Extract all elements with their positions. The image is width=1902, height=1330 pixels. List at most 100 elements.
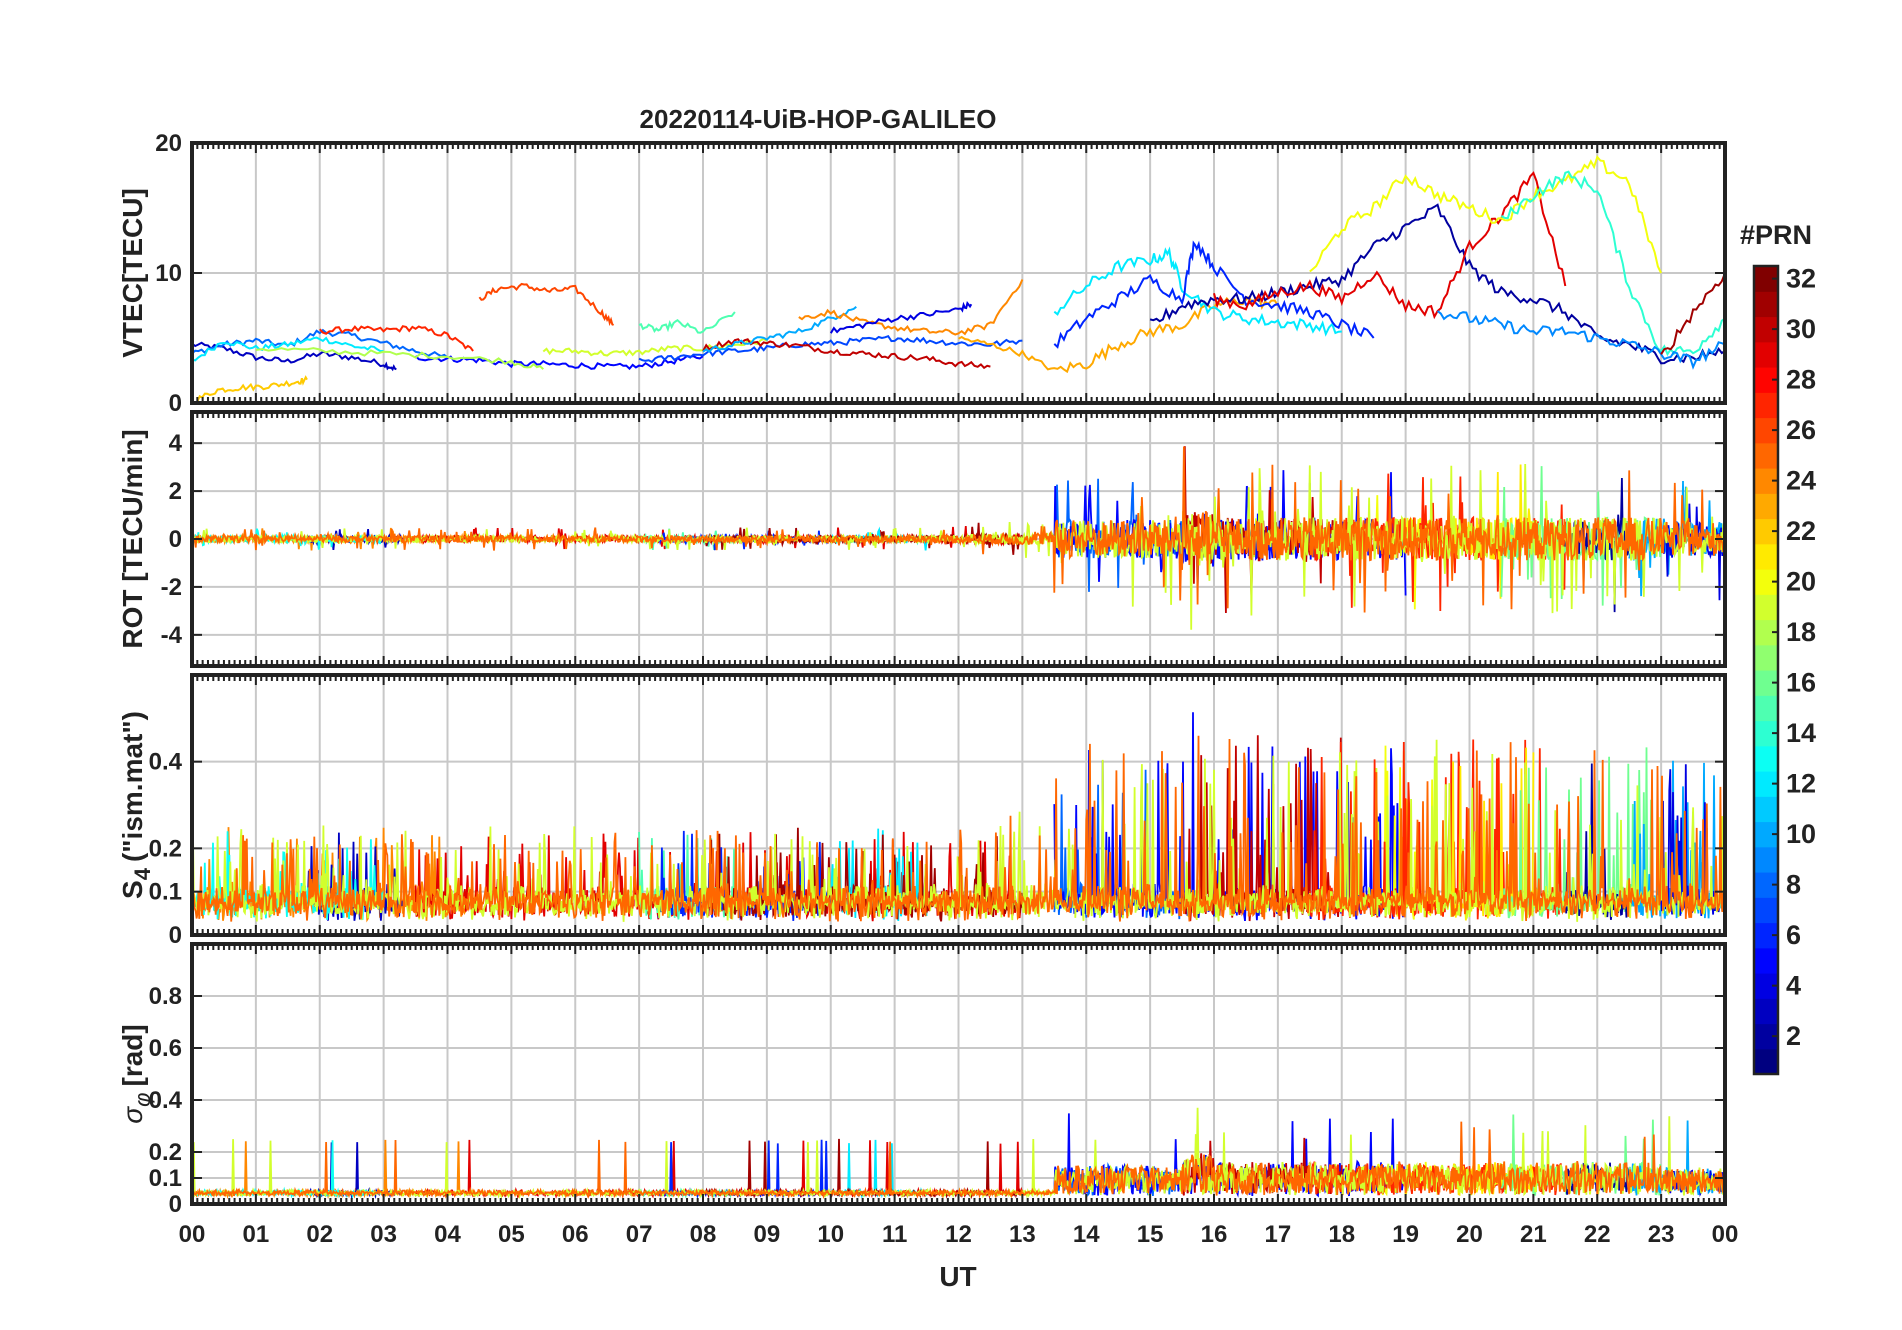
sigma_phi-series-prn-29 xyxy=(414,1139,1024,1200)
sigma_phi-series-prn-12 xyxy=(830,1139,928,1200)
colorbar-tick-label: 18 xyxy=(1786,617,1816,647)
x-tick-label: 17 xyxy=(1265,1221,1292,1248)
x-tick-label: 11 xyxy=(882,1221,907,1248)
vtec-series-prn-29 xyxy=(1213,171,1567,320)
y-tick-label: 0 xyxy=(169,922,182,949)
y-axis-label-sigma_phi: σφ [rad] xyxy=(117,1024,155,1123)
vtec-series-prn-15 xyxy=(638,311,736,334)
y-tick-label: 0.1 xyxy=(149,1165,182,1192)
x-ticks-sigma_phi xyxy=(191,944,1726,1204)
x-tick-label: 12 xyxy=(945,1221,972,1248)
x-tick-label: 06 xyxy=(562,1221,589,1248)
vtec-series-prn-19 xyxy=(542,338,768,357)
colorbar-tick-label: 6 xyxy=(1786,920,1801,950)
vtec-series-prn-7 xyxy=(638,335,1023,364)
x-tick-label: 00 xyxy=(1712,1221,1739,1248)
colorbar-band xyxy=(1754,493,1778,520)
sigma_phi-series-prn-24 xyxy=(192,1139,481,1200)
colorbar-tick-label: 16 xyxy=(1786,668,1816,698)
colorbar-band xyxy=(1754,392,1778,419)
y-tick-label: 0.8 xyxy=(149,983,182,1010)
y-tick-label: 0.6 xyxy=(149,1035,182,1062)
y-label-main: S xyxy=(117,880,148,899)
colorbar-band xyxy=(1754,998,1778,1025)
x-tick-label: 15 xyxy=(1137,1221,1164,1248)
y-label-rest: ("ism.mat") xyxy=(117,711,148,862)
x-ticks-rot xyxy=(191,412,1726,666)
y-tick-label: 20 xyxy=(155,130,182,157)
vtec-series-prn-27 xyxy=(319,325,474,352)
sigma_phi-series-prn-3 xyxy=(306,1142,404,1200)
data-s4 xyxy=(192,712,1725,923)
x-axis-label: UT xyxy=(939,1261,976,1292)
x-tick-label: 19 xyxy=(1392,1221,1419,1248)
vtec-series-prn-26 xyxy=(478,282,615,327)
vtec-series-prn-22 xyxy=(192,375,308,403)
vtec-series-prn-20 xyxy=(1309,154,1662,274)
x-tick-label: 00 xyxy=(179,1221,206,1248)
vtec-series-prn-4 xyxy=(829,301,973,334)
y-axis-label-s4: S4 ("ism.mat") xyxy=(117,711,155,899)
colorbar-tick-label: 4 xyxy=(1786,971,1801,1001)
sigma_phi-series-prn-31 xyxy=(702,1138,1024,1199)
colorbar-band xyxy=(1754,543,1778,570)
vtec-series-prn-24 xyxy=(798,279,1024,336)
x-tick-label: 18 xyxy=(1328,1221,1355,1248)
y-tick-label: 4 xyxy=(169,430,183,457)
colorbar-tick-label: 14 xyxy=(1786,718,1816,748)
colorbar-tick-label: 2 xyxy=(1786,1021,1801,1051)
vtec-series-prn-12 xyxy=(192,336,384,362)
colorbar-tick-label: 30 xyxy=(1786,314,1816,344)
vtec-series-prn-31 xyxy=(1660,272,1725,355)
x-tick-label: 02 xyxy=(306,1221,333,1248)
colorbar-band xyxy=(1754,846,1778,873)
colorbar-band xyxy=(1754,442,1778,469)
colorbar-band xyxy=(1754,1048,1778,1075)
x-ticks-s4 xyxy=(191,675,1726,935)
x-tick-label: 20 xyxy=(1456,1221,1483,1248)
data-vtec xyxy=(192,154,1725,403)
y-tick-label: 0 xyxy=(169,390,182,417)
colorbar-tick-label: 24 xyxy=(1786,466,1816,496)
vtec-series-prn-2 xyxy=(1149,203,1725,365)
y-axis-label-vtec: VTEC[TECU] xyxy=(117,188,148,358)
x-tick-label: 14 xyxy=(1073,1221,1100,1248)
colorbar-band xyxy=(1754,644,1778,671)
y-tick-label: 0.2 xyxy=(149,835,182,862)
y-axis-label-rot: ROT [TECU/min] xyxy=(117,429,148,648)
colorbar-band xyxy=(1754,341,1778,368)
vtec-series-prn-12 xyxy=(1053,246,1342,337)
y-tick-label: -2 xyxy=(161,574,182,601)
x-tick-label: 23 xyxy=(1648,1221,1675,1248)
s4-series-prn-25 xyxy=(192,735,1725,922)
colorbar-band xyxy=(1754,796,1778,823)
colorbar-tick-label: 28 xyxy=(1786,365,1816,395)
x-tick-label: 22 xyxy=(1584,1221,1611,1248)
colorbar-frame xyxy=(1752,264,1780,1076)
vtec-series-prn-6 xyxy=(1053,240,1375,349)
colorbar-band xyxy=(1754,291,1778,318)
colorbar-tick-label: 12 xyxy=(1786,769,1816,799)
y-tick-label: 0 xyxy=(169,526,182,553)
sigma_phi-series-prn-13 xyxy=(192,1140,384,1199)
x-tick-label: 04 xyxy=(434,1221,461,1248)
panel-vtec: 0 10 20 VTEC[TECU] xyxy=(117,130,1727,417)
x-tick-label: 10 xyxy=(817,1221,844,1248)
y-tick-label: 2 xyxy=(169,478,182,505)
y-tick-label: 0.2 xyxy=(149,1139,182,1166)
colorbar-band xyxy=(1754,594,1778,621)
data-sigma_phi xyxy=(192,1107,1725,1200)
vtec-series-prn-9 xyxy=(1436,310,1725,370)
vtec-series-prn-18 xyxy=(255,347,544,370)
panel-sigma_phi: 00.10.2 0.4 0.6 0.8 σφ [rad] 00 01 02 03 04 05 06 07 0… xyxy=(117,942,1739,1248)
x-tick-label: 09 xyxy=(754,1221,781,1248)
panel-s4: 0 0.1 0.2 0.4 S4 ("ism.mat") xyxy=(117,673,1727,949)
x-tick-label: 07 xyxy=(626,1221,653,1248)
x-tick-label: 01 xyxy=(243,1221,270,1248)
colorbar-band xyxy=(1754,947,1778,974)
y-tick-label: -4 xyxy=(161,622,183,649)
colorbar-tick-label: 20 xyxy=(1786,567,1816,597)
